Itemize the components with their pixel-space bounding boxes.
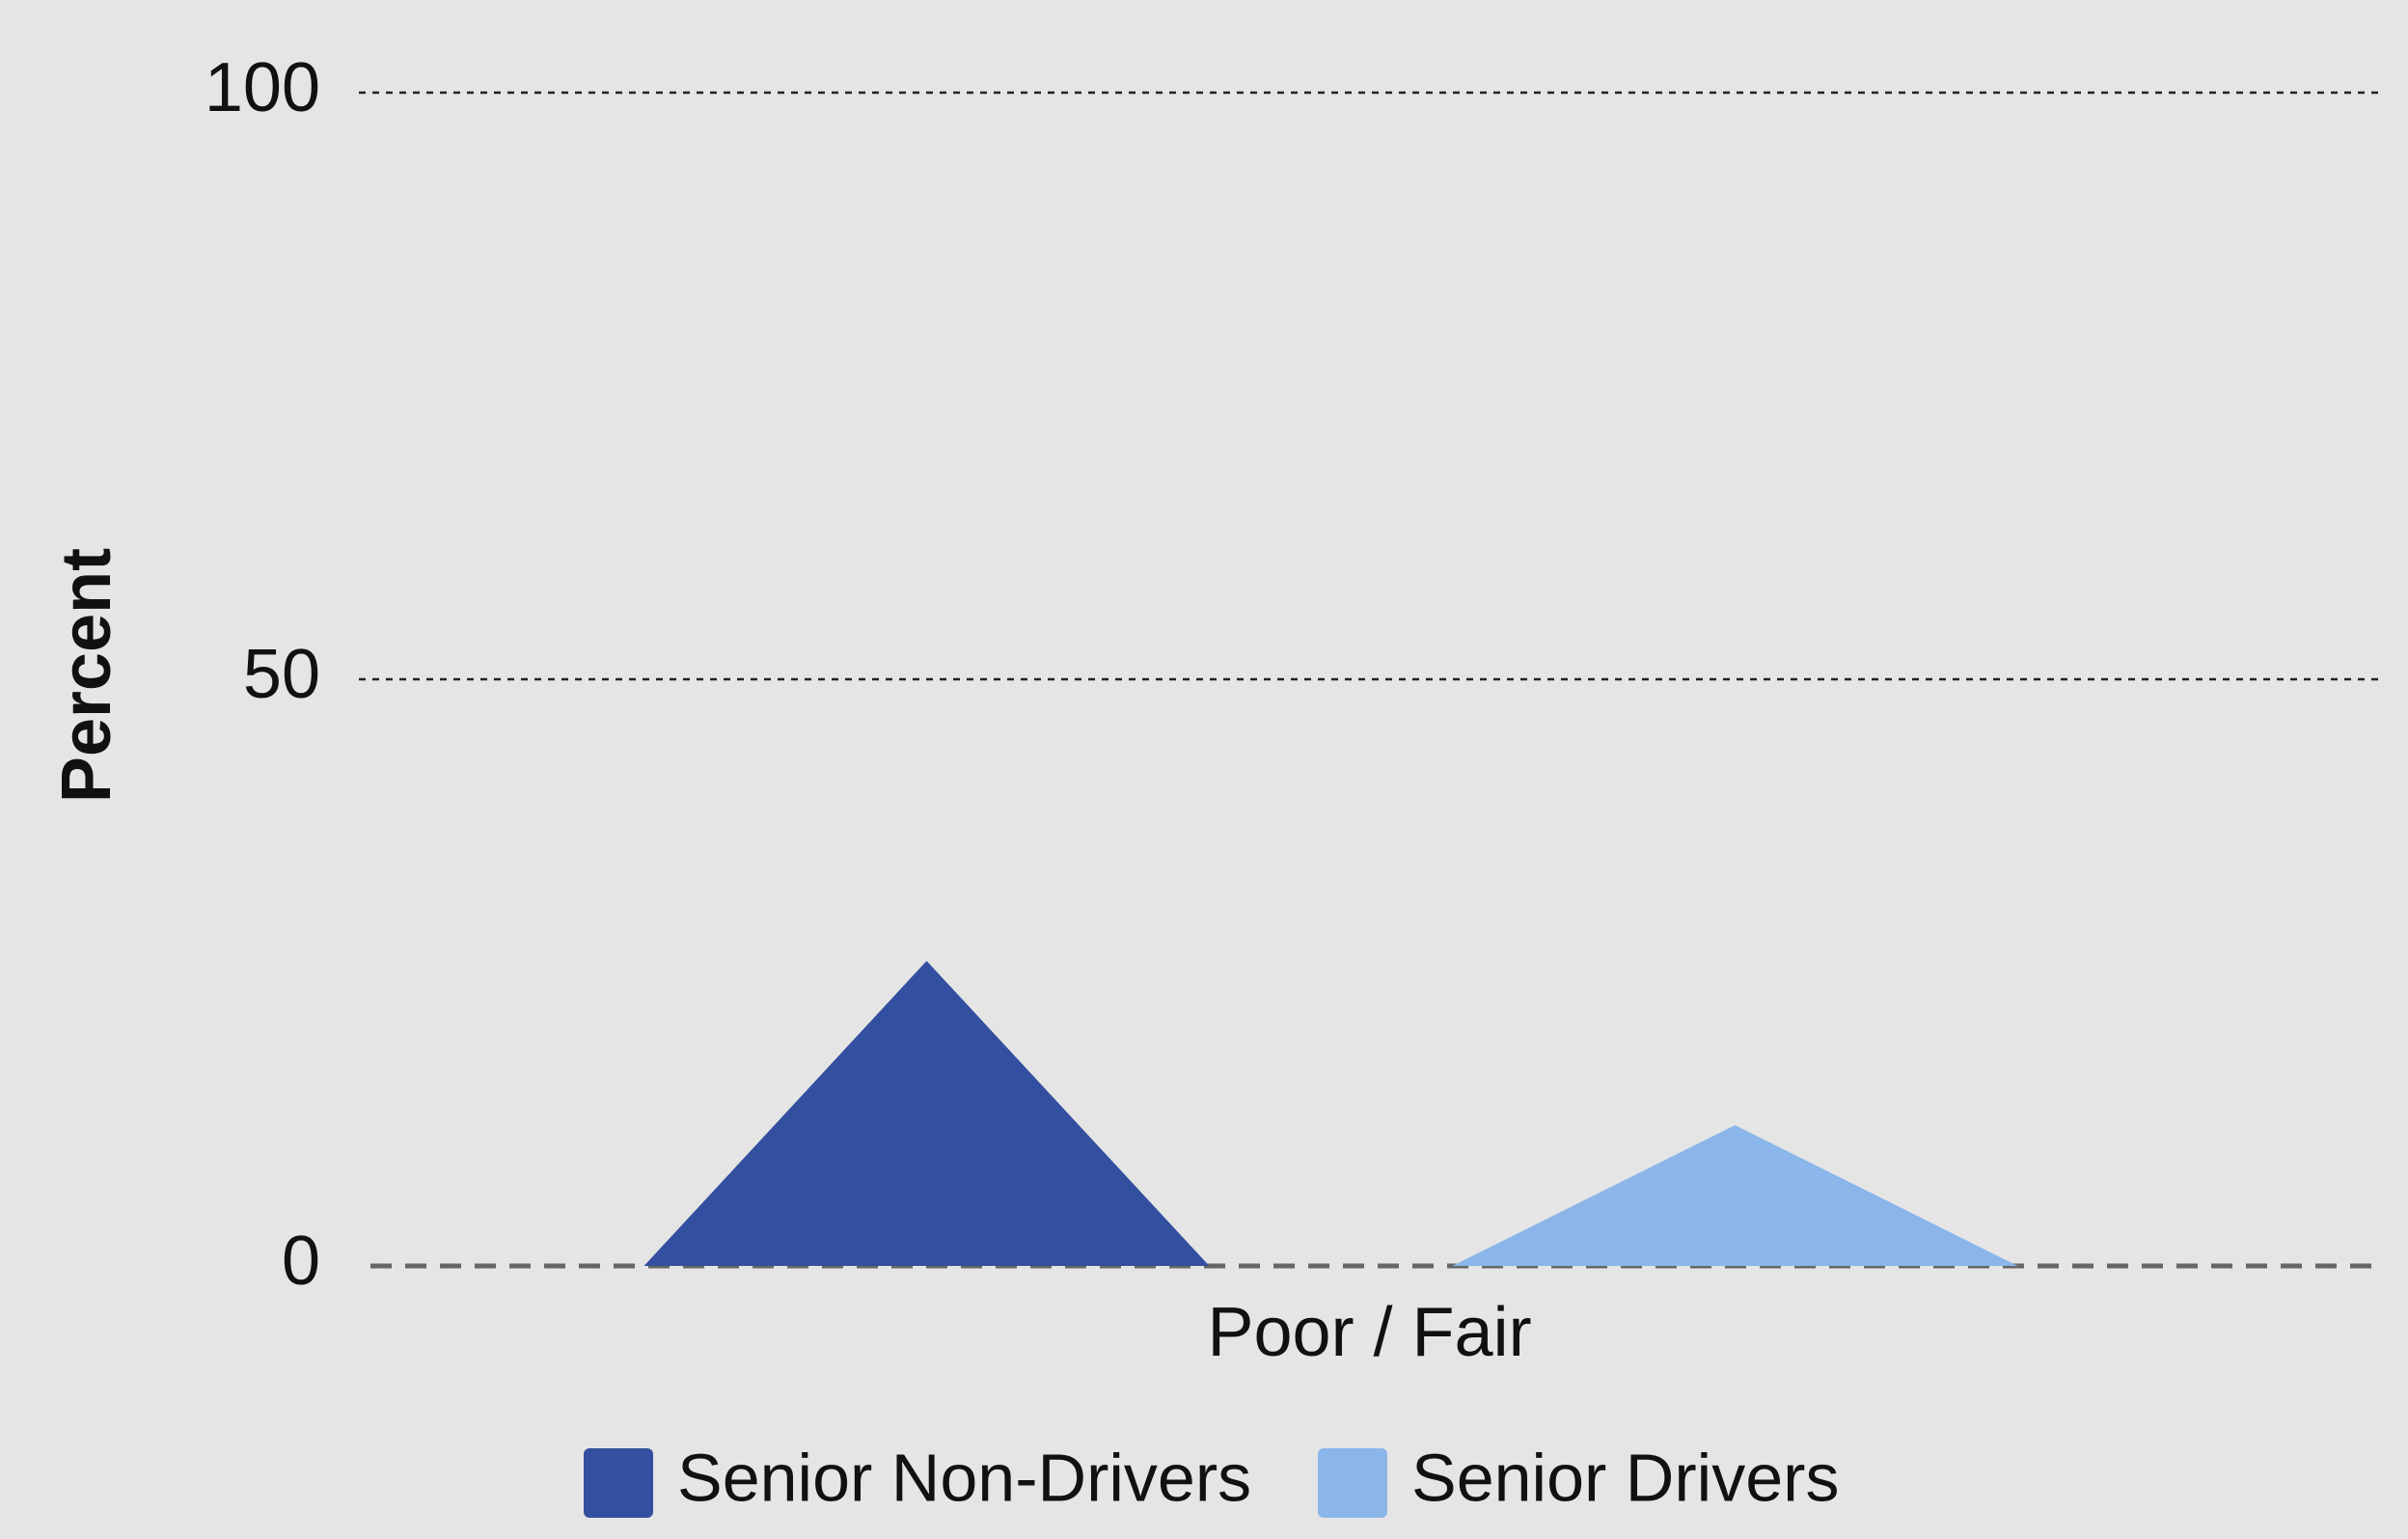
y-axis-label: Percent bbox=[48, 548, 125, 803]
y-tick-label: 100 bbox=[205, 49, 320, 126]
legend-label: Senior Drivers bbox=[1411, 1440, 1839, 1515]
legend-swatch bbox=[1318, 1448, 1387, 1518]
bar bbox=[1452, 1125, 2018, 1266]
legend-label: Senior Non-Drivers bbox=[677, 1440, 1251, 1515]
legend-swatch bbox=[584, 1448, 653, 1518]
y-tick-label: 0 bbox=[282, 1223, 320, 1300]
x-tick-label: Poor / Fair bbox=[1207, 1294, 1531, 1371]
y-tick-label: 50 bbox=[243, 636, 320, 713]
bar bbox=[643, 960, 1210, 1266]
